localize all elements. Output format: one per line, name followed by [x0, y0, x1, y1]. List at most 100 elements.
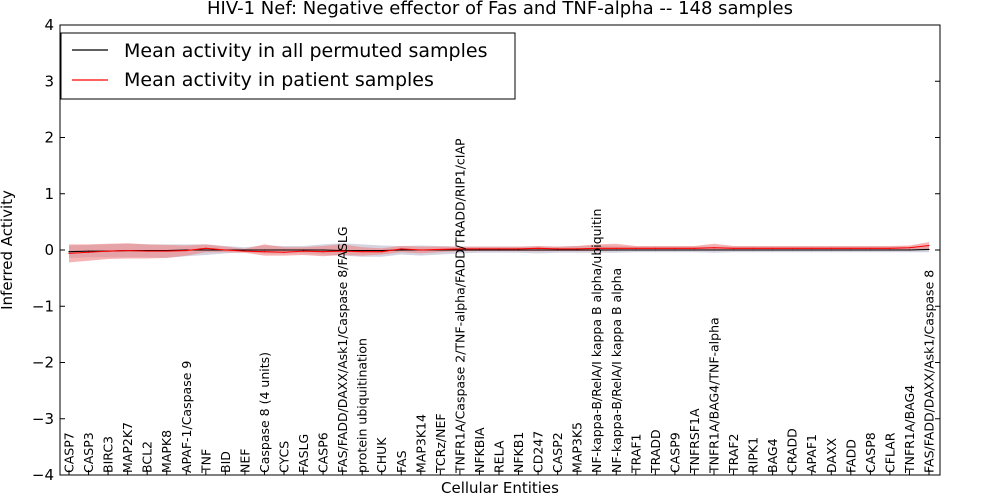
x-tick-label: BIRC3 [101, 436, 116, 473]
data-point-0 [908, 249, 911, 251]
data-point-1 [146, 250, 148, 252]
x-axis-label: Cellular Entities [441, 479, 559, 497]
data-point-0 [400, 249, 402, 251]
y-ticks: −4 −3 −2 −1 0 1 2 3 4 [32, 16, 940, 484]
data-point-1 [342, 250, 344, 252]
data-point-1 [283, 251, 285, 253]
x-tick-label: TNF [198, 449, 213, 474]
data-point-1 [302, 250, 305, 252]
x-tick-label: FASLG [296, 434, 311, 473]
x-tick-label: TRAF2 [726, 433, 741, 474]
x-tick-label: TRADD [648, 429, 663, 474]
data-point-0 [576, 249, 578, 251]
data-point-1 [615, 247, 617, 249]
y-tick-label: 4 [44, 16, 54, 34]
data-point-1 [752, 247, 754, 249]
data-point-1 [596, 247, 598, 249]
data-point-0 [752, 249, 754, 251]
data-point-1 [772, 247, 774, 249]
data-point-1 [68, 252, 70, 254]
data-point-0 [674, 249, 676, 251]
y-tick-label: −1 [32, 297, 54, 315]
data-point-0 [459, 249, 461, 251]
data-point-0 [517, 249, 520, 251]
x-tick-label: CASP8 [863, 432, 878, 473]
x-tick-label: MAP2K7 [120, 422, 135, 473]
data-point-0 [732, 249, 735, 251]
x-tick-label: TRAF1 [628, 433, 643, 474]
data-point-0 [791, 249, 793, 251]
data-point-0 [772, 249, 774, 251]
x-tick-label: CASP9 [667, 432, 682, 473]
data-point-1 [850, 247, 852, 249]
data-point-0 [693, 249, 696, 251]
x-tick-label: TNFR1A/Caspase 2/TNF-alpha/FADD/TRADD/RI… [452, 138, 467, 474]
x-tick-label: CHUK [374, 437, 389, 473]
data-point-0 [830, 249, 832, 251]
data-point-1 [420, 249, 422, 251]
y-axis-label: Inferred Activity [0, 190, 16, 310]
legend-label-permuted: Mean activity in all permuted samples [124, 40, 487, 62]
data-point-0 [635, 249, 637, 251]
y-tick-label: 2 [44, 129, 54, 147]
data-point-1 [908, 247, 911, 249]
x-tick-label: DAXX [824, 437, 839, 473]
data-point-1 [166, 250, 168, 252]
data-point-1 [791, 247, 793, 249]
data-point-0 [615, 249, 617, 251]
x-tick-label: FADD [843, 439, 858, 473]
data-point-1 [459, 248, 461, 250]
x-tick-label: BID [218, 451, 233, 473]
y-tick-label: −2 [32, 354, 54, 372]
x-tick-label: FAS [394, 450, 409, 473]
data-point-0 [244, 249, 246, 251]
data-point-1 [654, 247, 656, 249]
data-point-1 [263, 251, 266, 253]
x-tick-label: BCL2 [140, 441, 155, 473]
data-point-0 [68, 251, 70, 253]
plot-area: −4 −3 −2 −1 0 1 2 3 4 CASP7 CASP3 BIRC3 MAP2K7 BCL2 M… [32, 16, 941, 484]
y-tick-label: 0 [44, 241, 54, 259]
data-point-1 [889, 247, 891, 249]
data-point-0 [811, 249, 813, 251]
data-point-1 [439, 248, 441, 251]
data-point-0 [928, 248, 930, 251]
data-point-1 [713, 247, 715, 249]
x-tick-label: MAP3K5 [570, 422, 585, 473]
x-tick-label: CASP7 [62, 432, 77, 473]
legend: Mean activity in all permuted samples Me… [60, 32, 516, 100]
data-point-0 [713, 249, 715, 251]
data-point-1 [185, 249, 187, 252]
x-tick-labels: CASP7 CASP3 BIRC3 MAP2K7 BCL2 MAPK8 APAF-1/Cas… [62, 138, 937, 474]
legend-label-patient: Mean activity in patient samples [124, 69, 434, 91]
data-point-1 [322, 251, 324, 253]
y-tick-label: 1 [44, 185, 54, 203]
data-point-0 [87, 250, 90, 252]
x-tick-label: NEF [237, 449, 252, 473]
data-point-1 [224, 249, 226, 251]
data-point-1 [361, 251, 363, 253]
x-tick-label: CRADD [785, 428, 800, 473]
data-point-1 [693, 247, 696, 249]
data-point-0 [596, 249, 598, 251]
x-tick-label: CYCS [277, 441, 292, 473]
x-tick-label: NFKBIA [472, 427, 487, 473]
data-point-0 [537, 249, 539, 251]
x-tick-label: TNFR1A/BAG4 [902, 385, 917, 474]
data-point-0 [322, 249, 324, 251]
data-point-1 [478, 248, 481, 250]
data-point-1 [498, 248, 500, 250]
x-tick-label: CFLAR [882, 432, 897, 473]
data-point-0 [302, 249, 305, 251]
data-point-1 [107, 250, 109, 252]
data-point-0 [478, 249, 481, 251]
data-point-1 [576, 248, 578, 250]
x-tick-label: NFKB1 [511, 432, 526, 473]
chart-title: HIV-1 Nef: Negative effector of Fas and … [207, 0, 793, 19]
data-point-1 [381, 251, 383, 253]
data-point-1 [830, 247, 832, 249]
data-point-0 [205, 249, 207, 251]
x-tick-label: FAS/FADD/DAXX/Ask1/Caspase 8/FASLG [335, 226, 350, 473]
data-point-0 [889, 249, 891, 251]
x-tick-marks [68, 470, 930, 475]
